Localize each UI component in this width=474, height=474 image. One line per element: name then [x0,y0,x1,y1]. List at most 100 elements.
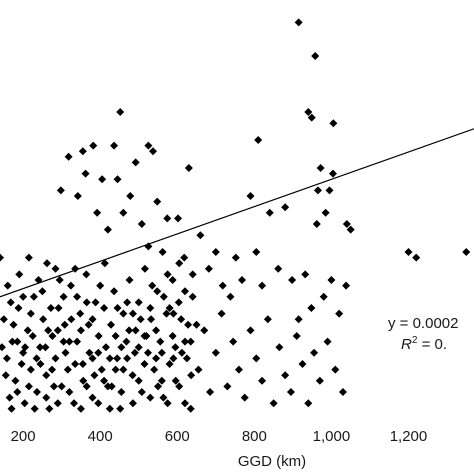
scatter-point [105,404,114,413]
scatter-point [59,337,68,346]
scatter-point [174,298,183,307]
scatter-point [97,365,106,374]
scatter-point [163,399,172,408]
scatter-point [294,315,303,324]
x-tick-label: 800 [242,428,267,445]
scatter-point [81,169,90,178]
scatter-point [19,348,28,357]
scatter-point [175,259,184,268]
scatter-point [38,287,47,296]
scatter-point [165,360,174,368]
scatter-point [226,292,235,301]
scatter-point [316,164,325,172]
scatter-point [51,264,60,273]
scatter-point [13,337,22,346]
scatter-point [304,108,313,116]
scatter-point [152,326,161,335]
scatter-point [125,326,134,335]
scatter-point [3,281,12,290]
scatter-point [136,315,145,324]
scatter-point [113,175,122,184]
scatter-point [14,304,23,312]
scatter-point [162,309,171,318]
scatter-point [82,270,91,279]
scatter-point [90,371,99,380]
scatter-point [41,343,50,352]
scatter-point [91,298,100,307]
scatter-point [143,348,152,357]
scatter-point [123,354,132,363]
scatter-point [315,376,324,385]
scatter-point [462,248,471,256]
scatter-point [49,382,58,391]
scatter-point [110,141,119,150]
scatter-point [28,332,37,340]
scatter-point [116,404,125,413]
scatter-point [288,276,297,284]
scatter-point [307,304,316,312]
scatter-point [119,365,128,374]
scatter-point [82,382,91,391]
scatter-point [186,337,195,346]
scatter-point [32,354,41,363]
scatter-point [39,315,48,324]
scatter-point [146,393,155,402]
scatter-point [88,315,97,324]
scatter-point [231,253,240,262]
scatter-point [338,388,347,396]
scatter-point [0,315,8,324]
scatter-point [88,393,97,402]
scatter-point [76,404,85,413]
scatter-point [93,208,102,217]
scatter-point [63,365,72,374]
scatter-point [57,382,66,391]
scatter-point [258,376,267,385]
r-squared-value: = 0. [417,336,447,353]
scatter-point [79,376,88,385]
scatter-point [158,248,167,256]
scatter-point [126,192,135,200]
scatter-point [100,304,109,312]
scatter-point [117,343,126,352]
scatter-point [0,343,6,352]
scatter-point [154,382,162,391]
scatter-point [211,248,220,256]
scatter-point [246,326,255,335]
scatter-point [180,253,189,262]
scatter-point [342,220,351,228]
scatter-point [182,354,191,363]
scatter-point [180,287,189,296]
scatter-point [335,309,344,318]
scatter-point [65,337,74,346]
scatter-point [159,393,168,402]
scatter-point [128,399,137,408]
scatter-point [307,113,316,122]
scatter-point [82,298,91,307]
scatter-point [153,197,162,206]
scatter-point [54,304,63,312]
scatter-point [8,337,17,346]
scatter-point [171,376,180,385]
scatter-point [310,348,319,357]
scatter-point [59,292,68,301]
scatter-point [144,141,153,150]
scatter-point [168,276,177,284]
scatter-point [169,309,178,318]
scatter-point [65,388,74,396]
scatter-point [238,276,247,284]
scatter-point [134,376,143,385]
scatter-point [7,404,16,413]
scatter-point [94,348,103,357]
scatter-point [88,354,97,363]
r-squared-annotation: R2 = 0. [401,335,447,353]
scatter-point [152,354,161,363]
scatter-point [254,136,263,144]
scatter-point [76,326,85,335]
scatter-point [206,388,215,396]
scatter-point [163,270,172,279]
scatter-point [6,298,15,307]
regression-equation: y = 0.0002 [388,315,458,332]
scatter-point [55,276,64,284]
scatter-point [128,371,137,380]
